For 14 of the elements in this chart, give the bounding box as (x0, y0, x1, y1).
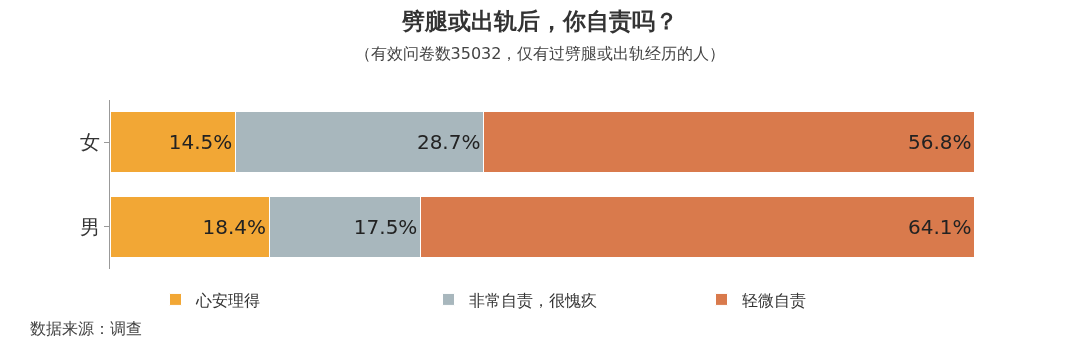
source-note: 数据来源：调查 (30, 319, 142, 338)
chart-title: 劈腿或出轨后，你自责吗？ (401, 7, 678, 34)
y-tick-label: 男 (80, 214, 100, 239)
data-label: 56.8% (907, 130, 972, 155)
data-label: 28.7% (416, 130, 481, 155)
chart-subtitle: （有效问卷数35032，仅有过劈腿或出轨经历的人） (354, 43, 726, 63)
legend-label: 心安理得 (194, 290, 260, 310)
data-label: 18.4% (202, 214, 267, 239)
data-label: 14.5% (168, 130, 233, 155)
data-label: 17.5% (353, 214, 418, 239)
legend-label: 非常自责，很愧疚 (468, 290, 597, 310)
data-label: 64.1% (907, 214, 972, 239)
y-tick-label: 女 (80, 130, 100, 155)
legend-label: 轻微自责 (741, 290, 806, 310)
